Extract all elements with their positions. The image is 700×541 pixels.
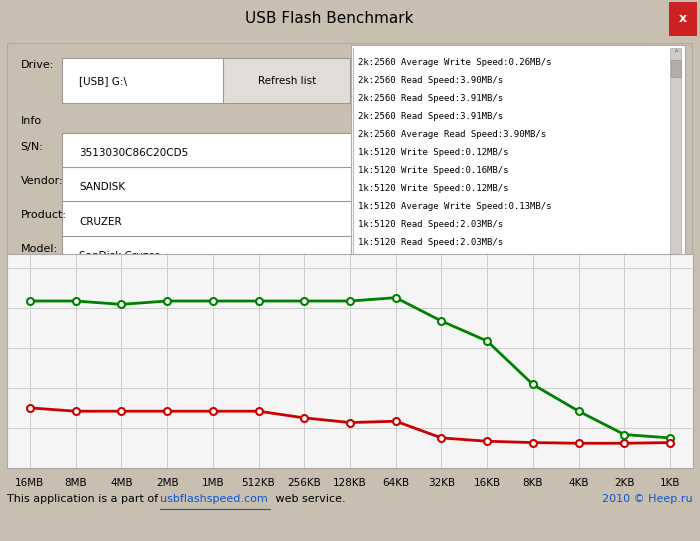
Text: 2k:2560 Read Speed:3.91MB/s: 2k:2560 Read Speed:3.91MB/s xyxy=(358,94,503,103)
Text: 2010 © Heep.ru: 2010 © Heep.ru xyxy=(603,494,693,504)
Text: link: http://usbflashspeed.com/247954: link: http://usbflashspeed.com/247954 xyxy=(358,364,557,372)
Text: This application is a part of: This application is a part of xyxy=(7,494,162,504)
Text: 1k:5120 Write Speed:0.12MB/s: 1k:5120 Write Speed:0.12MB/s xyxy=(358,184,509,193)
FancyBboxPatch shape xyxy=(62,270,182,311)
FancyBboxPatch shape xyxy=(223,58,350,103)
FancyBboxPatch shape xyxy=(62,235,354,276)
Text: VID:: VID: xyxy=(21,278,43,288)
Text: Drive:: Drive: xyxy=(21,61,54,70)
FancyBboxPatch shape xyxy=(671,61,680,77)
Text: 1906 Mb: 1906 Mb xyxy=(79,319,124,329)
Text: Restart benchmark: Restart benchmark xyxy=(131,368,237,378)
FancyBboxPatch shape xyxy=(62,167,354,208)
Text: Deleting file.: Deleting file. xyxy=(358,292,433,301)
Text: 2k:2560 Average Write Speed:0.26MB/s: 2k:2560 Average Write Speed:0.26MB/s xyxy=(358,58,552,67)
Text: [USB] G:\: [USB] G:\ xyxy=(79,76,127,86)
Text: 5406: 5406 xyxy=(227,285,253,295)
Text: Info: Info xyxy=(21,116,42,126)
Text: 1k:5120 Read Speed:2.03MB/s: 1k:5120 Read Speed:2.03MB/s xyxy=(358,220,503,229)
Text: 1k:5120 Average Write Speed:0.13MB/s: 1k:5120 Average Write Speed:0.13MB/s xyxy=(358,202,552,211)
Text: SANDISK: SANDISK xyxy=(79,182,125,192)
Text: 1k:5120 Read Speed:2.03MB/s: 1k:5120 Read Speed:2.03MB/s xyxy=(358,237,503,247)
Text: USB Flash Benchmark: USB Flash Benchmark xyxy=(245,11,413,27)
Text: SanDisk Cruzer: SanDisk Cruzer xyxy=(79,250,159,261)
Text: 1k:5120 Write Speed:0.16MB/s: 1k:5120 Write Speed:0.16MB/s xyxy=(358,166,509,175)
FancyBboxPatch shape xyxy=(62,201,354,242)
Text: 1k:5120 Write Speed:0.12MB/s: 1k:5120 Write Speed:0.12MB/s xyxy=(358,148,509,157)
Text: 1k:5120 Read Speed:2.03MB/s: 1k:5120 Read Speed:2.03MB/s xyxy=(358,256,503,265)
Text: ˄: ˄ xyxy=(673,50,678,60)
FancyBboxPatch shape xyxy=(62,304,354,345)
Text: ☑ Send Report: ☑ Send Report xyxy=(41,349,123,359)
Text: web service.: web service. xyxy=(272,494,345,504)
Text: 2k:2560 Read Speed:3.91MB/s: 2k:2560 Read Speed:3.91MB/s xyxy=(358,112,503,121)
Text: x: x xyxy=(678,12,687,25)
Text: Model:: Model: xyxy=(21,244,58,254)
Text: 2k:2560 Read Speed:3.90MB/s: 2k:2560 Read Speed:3.90MB/s xyxy=(358,76,503,85)
FancyBboxPatch shape xyxy=(668,2,696,36)
Text: 2k:2560 Average Read Speed:3.90MB/s: 2k:2560 Average Read Speed:3.90MB/s xyxy=(358,130,547,139)
Text: Vendor:: Vendor: xyxy=(21,176,63,186)
Text: usbflashspeed.com: usbflashspeed.com xyxy=(160,494,267,504)
Text: 1k:5120 Average Read Speed:2.03MB/s: 1k:5120 Average Read Speed:2.03MB/s xyxy=(358,274,547,282)
Text: 0781: 0781 xyxy=(79,285,106,295)
Text: Product:: Product: xyxy=(21,210,66,220)
FancyBboxPatch shape xyxy=(351,45,685,392)
Text: Ended at 8/15/2017 5:04:46 PM: Ended at 8/15/2017 5:04:46 PM xyxy=(358,327,514,337)
Text: Submiting report. [Done]: Submiting report. [Done] xyxy=(358,381,487,391)
Text: S/N:: S/N: xyxy=(21,142,43,151)
Text: Refresh list: Refresh list xyxy=(258,76,316,86)
Text: PID:: PID: xyxy=(189,278,211,288)
Text: Benchmark done.: Benchmark done. xyxy=(358,309,439,319)
FancyBboxPatch shape xyxy=(14,353,354,394)
FancyBboxPatch shape xyxy=(62,58,227,103)
Text: CRUZER: CRUZER xyxy=(79,216,122,227)
Text: ˅: ˅ xyxy=(673,377,678,387)
FancyBboxPatch shape xyxy=(671,48,681,390)
FancyBboxPatch shape xyxy=(209,270,354,311)
Text: Submiting report.: Submiting report. xyxy=(358,346,449,354)
FancyBboxPatch shape xyxy=(62,133,354,174)
Text: Size:: Size: xyxy=(21,313,48,322)
Text: 3513030C86C20CD5: 3513030C86C20CD5 xyxy=(79,148,188,158)
